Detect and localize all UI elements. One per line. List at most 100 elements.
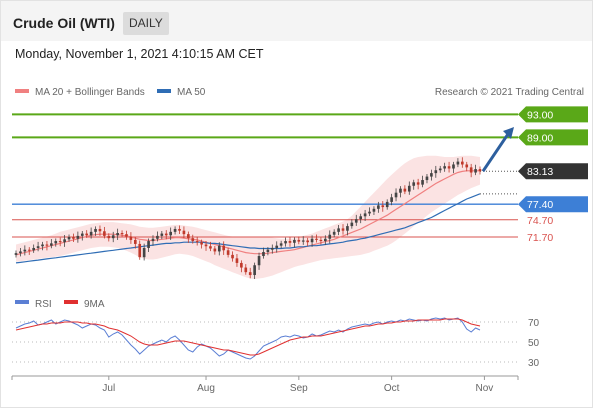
rsi-ma-legend: 9MA	[84, 299, 105, 310]
candle	[103, 226, 106, 239]
candle	[443, 162, 446, 172]
price-levels	[12, 113, 518, 238]
candle	[231, 251, 234, 262]
candle	[381, 201, 385, 212]
candle	[275, 241, 279, 253]
candle	[288, 236, 292, 247]
candle	[270, 244, 274, 254]
candle	[434, 165, 438, 178]
candle	[257, 252, 261, 270]
moving-averages	[15, 170, 481, 264]
candle	[213, 245, 217, 255]
rsi-ma-legend-swatch	[64, 300, 78, 304]
candle	[125, 230, 128, 240]
candle	[94, 226, 97, 236]
instrument-title: Crude Oil (WTI)	[13, 15, 115, 31]
candle	[76, 231, 80, 243]
bollinger-band-area	[16, 155, 480, 280]
candle	[209, 241, 212, 252]
x-tick-label: Sep	[290, 383, 308, 394]
candle	[222, 241, 226, 255]
candle	[262, 247, 265, 259]
rsi-tick-label: 70	[528, 318, 540, 329]
candle	[111, 231, 115, 243]
candle	[248, 267, 252, 279]
candle	[447, 161, 451, 173]
candle	[474, 164, 477, 176]
candle	[412, 179, 416, 190]
candle	[191, 234, 195, 244]
bollinger-legend: MA 20 + Bollinger Bands	[35, 87, 145, 98]
candle	[164, 230, 168, 240]
candle	[80, 230, 84, 241]
candle	[19, 247, 22, 257]
chart-header	[1, 1, 592, 41]
candle	[469, 163, 473, 178]
candle	[129, 232, 133, 244]
candle	[332, 229, 336, 238]
candle	[266, 247, 270, 256]
candle	[315, 234, 318, 243]
candle	[133, 237, 137, 249]
candle	[147, 238, 150, 252]
candle	[407, 181, 411, 195]
candle	[310, 235, 314, 247]
candle	[182, 226, 186, 239]
resistance-label: 93.00	[527, 109, 553, 121]
candle	[204, 241, 208, 251]
rsi-ma-line	[15, 318, 481, 356]
candle	[377, 201, 380, 213]
last-price-tag	[518, 163, 588, 180]
candle	[120, 230, 124, 237]
candle	[244, 264, 248, 275]
candle	[142, 243, 146, 261]
candle	[350, 219, 354, 229]
candle	[284, 237, 287, 247]
candle	[138, 240, 142, 260]
x-tick-label: Nov	[476, 383, 494, 394]
candle	[425, 173, 429, 184]
candle	[337, 224, 340, 236]
forecast-arrowhead	[503, 127, 514, 140]
bollinger-band	[16, 155, 480, 280]
candle	[438, 165, 442, 173]
candle	[151, 235, 155, 246]
candle	[253, 262, 256, 280]
forecast-arrow	[481, 133, 510, 173]
candle	[116, 228, 119, 240]
rsi-legend-swatch	[15, 300, 29, 304]
rsi-panel: 70 50 30	[12, 317, 540, 369]
period-button[interactable]: DAILY	[123, 12, 169, 35]
candle	[217, 242, 221, 256]
level-labels: 93.00 89.00 83.13 77.40 74.70 71.70	[481, 106, 588, 244]
candle	[354, 214, 358, 226]
candle	[63, 235, 66, 247]
candle	[235, 254, 239, 267]
ma20-legend-swatch	[15, 89, 29, 93]
candle	[27, 247, 31, 255]
candle	[178, 225, 181, 234]
candle	[372, 206, 376, 215]
candle	[58, 237, 62, 247]
rsi-line	[15, 317, 481, 360]
ma50-legend: MA 50	[177, 87, 206, 98]
candle	[195, 236, 199, 246]
resistance-tag	[518, 129, 588, 146]
candle	[187, 231, 190, 243]
candle	[460, 157, 464, 168]
candle	[169, 227, 172, 240]
candle	[32, 244, 36, 253]
candle	[45, 241, 49, 251]
candle	[67, 234, 71, 242]
candle	[363, 209, 367, 221]
candle	[390, 193, 393, 206]
candle	[14, 250, 18, 258]
resistance-tag	[518, 106, 588, 123]
candle	[36, 241, 40, 252]
x-axis-ticks: Jul Aug Sep Oct Nov	[11, 376, 519, 394]
candle	[324, 235, 327, 246]
candle	[478, 166, 482, 175]
candle	[341, 224, 345, 235]
candle	[173, 226, 177, 235]
candle	[23, 245, 27, 256]
